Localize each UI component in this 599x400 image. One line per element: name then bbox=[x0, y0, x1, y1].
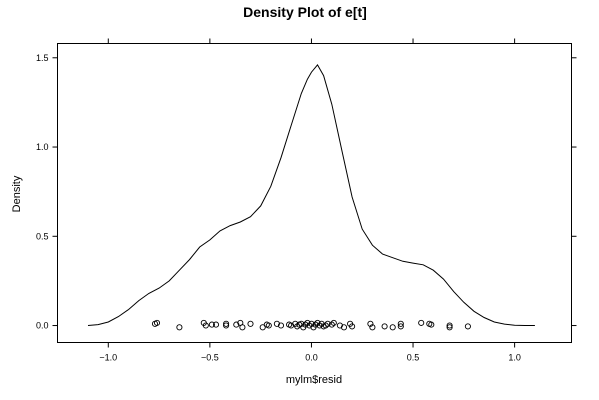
x-tick-label: −0.5 bbox=[201, 353, 219, 363]
residual-point bbox=[308, 320, 315, 327]
density-curve bbox=[87, 64, 535, 326]
x-tick-label: 0.0 bbox=[305, 353, 318, 363]
x-axis-tick-labels: −1.0 −0.5 0.0 0.5 1.0 bbox=[99, 353, 520, 363]
y-tick-label: 0.0 bbox=[36, 321, 49, 331]
x-axis-label: mylm$resid bbox=[286, 374, 342, 386]
residual-point bbox=[397, 320, 404, 327]
residual-point bbox=[208, 321, 215, 328]
residual-point bbox=[418, 319, 425, 326]
x-tick-label: 0.5 bbox=[407, 353, 420, 363]
chart-title: Density Plot of e[t] bbox=[243, 4, 367, 20]
y-axis-tick-labels: 0.0 0.5 1.0 1.5 bbox=[36, 53, 49, 331]
residual-point bbox=[288, 322, 295, 329]
residual-point bbox=[397, 323, 404, 330]
residual-point bbox=[340, 324, 348, 331]
residual-point bbox=[223, 322, 230, 329]
y-tick-label: 0.5 bbox=[36, 231, 49, 241]
residual-point bbox=[389, 324, 396, 331]
residual-point bbox=[298, 320, 305, 327]
residual-point bbox=[202, 322, 209, 329]
residual-point bbox=[446, 324, 453, 331]
y-tick-label: 1.0 bbox=[36, 142, 49, 152]
residual-point bbox=[273, 320, 280, 327]
residual-point bbox=[312, 321, 319, 328]
residual-point bbox=[381, 323, 388, 330]
residual-point bbox=[259, 324, 266, 331]
residual-point bbox=[464, 323, 471, 330]
residual-point bbox=[223, 320, 230, 327]
residual-point bbox=[233, 321, 240, 328]
plot-content bbox=[87, 64, 535, 331]
residual-point bbox=[428, 321, 435, 328]
x-axis-bottom-ticks bbox=[107, 342, 516, 348]
x-tick-label: −1.0 bbox=[99, 353, 117, 363]
y-axis-label: Density bbox=[11, 175, 23, 212]
residual-point bbox=[367, 320, 374, 327]
residual-point bbox=[349, 323, 356, 330]
residual-point bbox=[328, 321, 335, 328]
residual-point bbox=[212, 321, 220, 328]
residual-point bbox=[324, 320, 331, 327]
y-tick-label: 1.5 bbox=[36, 53, 49, 63]
residual-point bbox=[302, 321, 309, 328]
y-axis-right-ticks bbox=[571, 57, 577, 327]
x-axis-top-ticks bbox=[107, 38, 516, 44]
residual-point bbox=[446, 322, 453, 329]
residual-point bbox=[316, 322, 323, 329]
residual-point bbox=[153, 319, 161, 326]
x-tick-label: 1.0 bbox=[508, 353, 521, 363]
residual-point bbox=[247, 320, 254, 327]
residual-point bbox=[277, 322, 285, 329]
residual-point bbox=[369, 324, 376, 331]
plot-frame bbox=[57, 43, 572, 343]
y-axis-left-ticks bbox=[52, 57, 58, 327]
residual-point bbox=[239, 324, 246, 331]
residual-point bbox=[176, 324, 183, 331]
residual-point bbox=[265, 322, 272, 329]
residual-point bbox=[330, 319, 337, 326]
residual-point bbox=[322, 322, 329, 329]
